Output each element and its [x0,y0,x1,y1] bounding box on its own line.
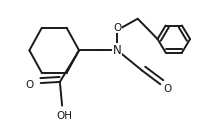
Text: OH: OH [56,111,72,121]
Text: O: O [113,23,122,33]
Text: N: N [113,44,122,57]
Text: O: O [163,84,171,94]
Text: O: O [25,80,34,90]
